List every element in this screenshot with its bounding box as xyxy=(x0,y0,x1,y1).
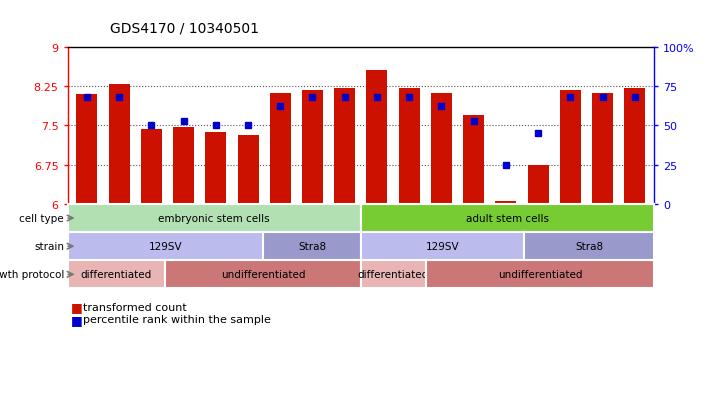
Text: undifferentiated: undifferentiated xyxy=(221,270,305,280)
Text: cell type: cell type xyxy=(19,214,64,223)
Bar xyxy=(205,132,226,204)
Bar xyxy=(302,90,323,204)
Bar xyxy=(366,71,387,204)
Bar xyxy=(141,130,162,204)
Text: 129SV: 129SV xyxy=(425,242,459,252)
Bar xyxy=(463,116,484,204)
Bar xyxy=(528,165,549,204)
Bar xyxy=(496,202,516,204)
Text: percentile rank within the sample: percentile rank within the sample xyxy=(83,315,271,325)
Bar xyxy=(237,135,259,204)
Text: ■: ■ xyxy=(71,313,83,326)
Text: undifferentiated: undifferentiated xyxy=(498,270,582,280)
Text: strain: strain xyxy=(34,242,64,252)
Text: differentiated: differentiated xyxy=(358,270,429,280)
Text: Stra8: Stra8 xyxy=(298,242,326,252)
Text: Stra8: Stra8 xyxy=(575,242,603,252)
Bar xyxy=(399,88,419,204)
Text: adult stem cells: adult stem cells xyxy=(466,214,549,223)
Bar xyxy=(269,93,291,204)
Bar xyxy=(431,93,452,204)
Bar xyxy=(173,128,194,204)
Text: 129SV: 129SV xyxy=(149,242,182,252)
Text: growth protocol: growth protocol xyxy=(0,270,64,280)
Bar xyxy=(76,95,97,204)
Text: ■: ■ xyxy=(71,301,83,314)
Bar xyxy=(109,85,129,204)
Text: GDS4170 / 10340501: GDS4170 / 10340501 xyxy=(110,21,260,35)
Bar xyxy=(624,89,646,204)
Text: differentiated: differentiated xyxy=(81,270,152,280)
Text: transformed count: transformed count xyxy=(83,302,187,312)
Text: embryonic stem cells: embryonic stem cells xyxy=(159,214,270,223)
Bar xyxy=(592,93,613,204)
Bar xyxy=(560,90,581,204)
Bar xyxy=(334,89,356,204)
